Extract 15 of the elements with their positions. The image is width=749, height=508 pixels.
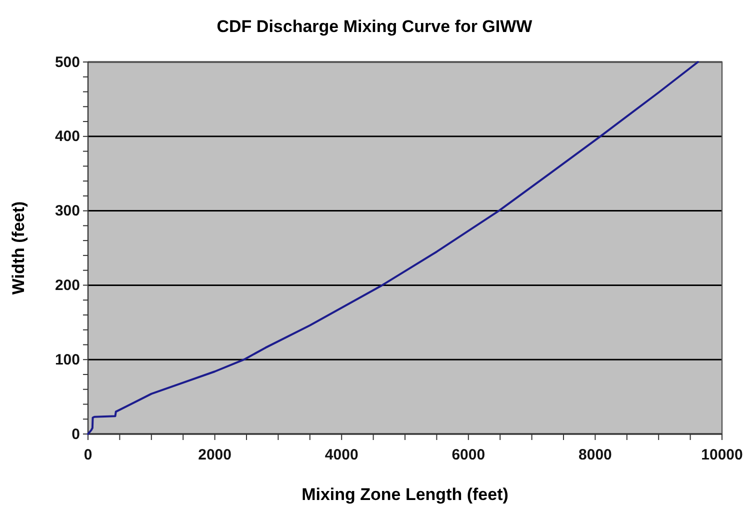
x-tick-label: 0: [84, 446, 92, 464]
x-axis-title: Mixing Zone Length (feet): [302, 485, 508, 504]
y-tick-label: 200: [54, 277, 80, 294]
y-tick-label: 100: [54, 351, 80, 368]
x-tick-label: 8000: [578, 446, 612, 464]
x-tick-label: 2000: [198, 446, 232, 464]
x-tick-label: 4000: [324, 446, 358, 464]
x-tick-label: 10000: [701, 446, 743, 464]
y-tick-label: 0: [72, 426, 80, 443]
x-tick-label: 6000: [452, 446, 486, 464]
y-axis-title: Width (feet): [9, 201, 28, 295]
y-tick-label: 300: [54, 202, 80, 220]
y-tick-label: 500: [54, 54, 80, 71]
chart-title: CDF Discharge Mixing Curve for GIWW: [216, 17, 534, 36]
y-tick-label: 400: [54, 128, 80, 146]
